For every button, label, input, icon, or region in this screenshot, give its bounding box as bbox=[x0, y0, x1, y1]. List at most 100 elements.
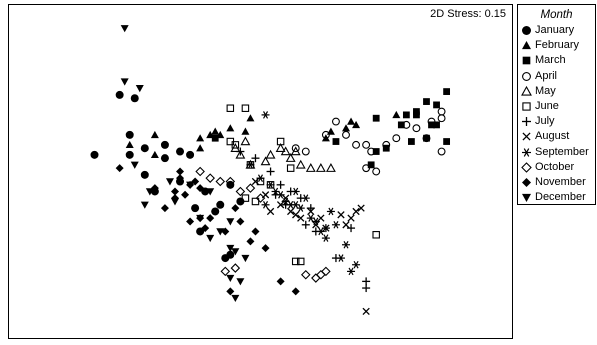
point-september-5 bbox=[276, 191, 285, 199]
point-november-23 bbox=[226, 287, 235, 296]
point-may-12 bbox=[280, 146, 291, 156]
point-september-14 bbox=[321, 234, 330, 242]
point-february-11 bbox=[326, 127, 335, 135]
legend-items: January February March April May June July Augu… bbox=[518, 23, 595, 205]
point-february-15 bbox=[392, 110, 401, 119]
point-may-11 bbox=[240, 136, 251, 146]
point-october-6 bbox=[255, 193, 266, 203]
point-november-5 bbox=[176, 167, 185, 176]
point-november-0 bbox=[115, 164, 124, 173]
point-april-2 bbox=[332, 117, 340, 126]
point-september-19 bbox=[347, 267, 356, 276]
point-november-10 bbox=[186, 217, 195, 226]
point-march-9 bbox=[433, 101, 440, 109]
legend-label: July bbox=[535, 115, 555, 128]
legend-item-march: March bbox=[518, 53, 595, 68]
point-november-16 bbox=[231, 204, 240, 213]
point-december-17 bbox=[241, 254, 250, 263]
point-february-7 bbox=[226, 124, 235, 132]
point-april-5 bbox=[362, 140, 371, 149]
point-august-9 bbox=[337, 211, 345, 219]
point-january-2 bbox=[90, 150, 99, 159]
point-january-14 bbox=[196, 227, 205, 236]
point-february-16 bbox=[196, 144, 205, 152]
point-december-12 bbox=[216, 228, 225, 236]
point-june-1 bbox=[241, 104, 250, 112]
point-september-9 bbox=[296, 204, 305, 212]
point-august-6 bbox=[307, 207, 315, 216]
point-october-11 bbox=[316, 269, 326, 280]
point-january-1 bbox=[130, 94, 139, 103]
legend-marker-april bbox=[522, 71, 531, 81]
point-december-15 bbox=[231, 294, 240, 303]
legend-label: December bbox=[535, 191, 586, 204]
point-december-14 bbox=[226, 244, 235, 253]
point-march-14 bbox=[413, 111, 420, 119]
point-november-22 bbox=[291, 287, 300, 296]
point-december-1 bbox=[120, 78, 129, 86]
point-september-2 bbox=[256, 174, 265, 182]
point-february-2 bbox=[150, 150, 159, 159]
point-october-3 bbox=[225, 176, 236, 187]
point-april-17 bbox=[372, 167, 381, 176]
point-january-21 bbox=[186, 150, 195, 159]
point-october-12 bbox=[321, 266, 331, 277]
point-june-7 bbox=[251, 197, 260, 206]
point-may-10 bbox=[325, 163, 336, 172]
point-august-10 bbox=[357, 204, 365, 212]
point-august-3 bbox=[287, 207, 295, 216]
legend-item-september: September bbox=[518, 145, 595, 160]
point-april-6 bbox=[367, 147, 376, 156]
point-april-12 bbox=[427, 117, 436, 126]
point-december-4 bbox=[145, 188, 154, 196]
point-september-16 bbox=[331, 221, 340, 229]
point-march-4 bbox=[408, 138, 415, 145]
point-november-17 bbox=[236, 217, 245, 226]
point-march-1 bbox=[332, 138, 340, 145]
point-september-17 bbox=[342, 240, 351, 249]
point-april-13 bbox=[437, 114, 446, 123]
legend-item-july: July bbox=[518, 114, 595, 129]
point-march-8 bbox=[423, 98, 430, 105]
point-july-0 bbox=[236, 147, 245, 156]
point-september-11 bbox=[306, 214, 315, 222]
legend-label: January bbox=[535, 24, 575, 36]
point-december-19 bbox=[226, 274, 235, 283]
point-november-6 bbox=[181, 190, 190, 199]
point-may-7 bbox=[295, 159, 306, 169]
scatter-plot bbox=[90, 25, 451, 316]
point-may-5 bbox=[285, 153, 296, 162]
point-october-0 bbox=[195, 166, 205, 177]
point-may-6 bbox=[290, 146, 301, 156]
point-july-12 bbox=[362, 284, 371, 293]
legend-marker-august bbox=[522, 132, 531, 141]
point-november-18 bbox=[246, 237, 255, 246]
point-september-4 bbox=[271, 187, 280, 196]
point-november-20 bbox=[261, 244, 270, 253]
point-october-7 bbox=[220, 266, 231, 277]
point-april-3 bbox=[342, 130, 350, 139]
legend-marker-december bbox=[522, 193, 531, 203]
point-august-4 bbox=[292, 211, 300, 219]
legend-label: June bbox=[535, 99, 559, 112]
point-february-3 bbox=[196, 134, 205, 142]
point-january-10 bbox=[160, 140, 169, 149]
point-june-3 bbox=[231, 141, 240, 149]
point-october-5 bbox=[245, 183, 256, 193]
series-september bbox=[246, 111, 361, 276]
point-june-12 bbox=[372, 231, 380, 239]
point-march-16 bbox=[372, 114, 380, 122]
point-april-10 bbox=[412, 124, 421, 133]
legend-item-october: October bbox=[518, 160, 595, 175]
point-november-9 bbox=[196, 184, 205, 193]
point-january-6 bbox=[140, 170, 149, 179]
series-october bbox=[195, 166, 331, 283]
point-april-14 bbox=[437, 107, 446, 116]
point-june-6 bbox=[241, 194, 250, 202]
legend-item-november: November bbox=[518, 175, 595, 190]
legend-marker-march bbox=[522, 57, 531, 65]
series-april bbox=[291, 107, 446, 176]
point-august-13 bbox=[342, 221, 350, 229]
point-october-8 bbox=[230, 263, 241, 273]
point-june-5 bbox=[286, 164, 295, 172]
